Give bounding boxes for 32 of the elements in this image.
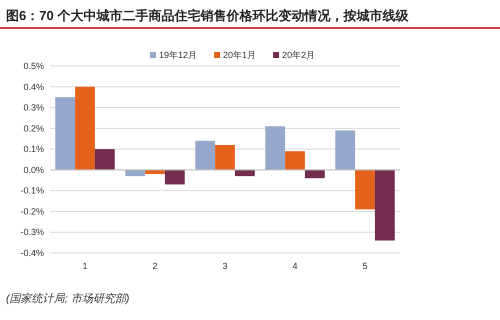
bar [164, 170, 185, 184]
bar [355, 170, 375, 210]
bar [94, 149, 115, 170]
bar [285, 151, 305, 170]
bar [55, 97, 76, 170]
legend-label: 20年2月 [282, 50, 316, 60]
x-tick-label: 5 [362, 261, 368, 271]
x-tick-label: 1 [82, 261, 88, 271]
legend-label: 20年1月 [223, 50, 256, 60]
x-tick-label: 3 [222, 261, 228, 271]
bar [374, 170, 395, 241]
x-tick-label: 2 [152, 261, 158, 271]
y-tick-label: -0.4% [20, 248, 44, 258]
bar [304, 170, 325, 178]
y-tick-label: -0.3% [20, 227, 44, 238]
bar [215, 144, 235, 170]
y-tick-label: 0.3% [23, 102, 44, 113]
chart-title: 图6：70 个大中城市二手商品住宅销售价格环比变动情况，按城市线级 [6, 8, 410, 23]
y-tick-label: -0.2% [20, 206, 44, 216]
legend-label: 19年12月 [159, 50, 198, 60]
y-tick-label: 0.4% [23, 82, 44, 92]
bar [265, 126, 286, 170]
y-tick-label: 0.5% [23, 61, 44, 71]
x-tick-label: 4 [292, 261, 298, 271]
bar [195, 140, 216, 170]
bar [335, 130, 356, 170]
bar [75, 86, 95, 170]
y-tick-label: 0.1% [23, 144, 44, 154]
y-tick-label: 0.0% [23, 164, 44, 175]
text: (国家统计局; 市场研究部) [6, 292, 130, 305]
y-tick-label: -0.1% [20, 186, 44, 196]
y-tick-label: 0.2% [23, 123, 44, 134]
